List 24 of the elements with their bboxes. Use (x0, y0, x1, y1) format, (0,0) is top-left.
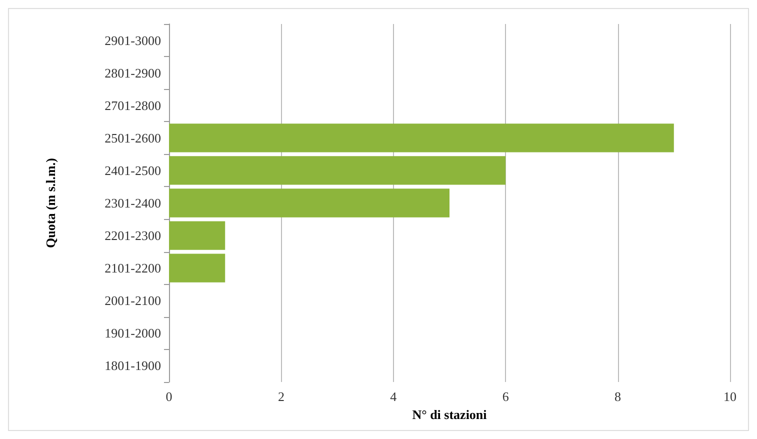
y-tick-label: 2801-2900 (104, 65, 161, 80)
y-tick-label: 2401-2500 (104, 162, 161, 178)
bar (169, 221, 226, 250)
y-tick-label: 2001-2100 (104, 293, 161, 308)
bar (169, 188, 450, 218)
y-tick-label: 2501-2600 (104, 130, 161, 146)
x-tick-label: 10 (724, 389, 736, 404)
bar (169, 124, 674, 152)
x-tick-label: 2 (278, 389, 284, 404)
y-tick-label: 2101-2200 (104, 260, 161, 276)
x-tick-label: 6 (502, 389, 510, 404)
y-tick-label: 2701-2800 (104, 98, 161, 113)
x-tick-label: 8 (614, 389, 622, 404)
y-axis-title: Quota (m s.l.m.) (43, 158, 58, 248)
x-tick-label: 0 (166, 389, 172, 404)
y-tick-label: 2201-2300 (104, 228, 161, 244)
x-tick-label: 4 (390, 389, 398, 404)
y-tick-label: 1901-2000 (104, 326, 161, 341)
bar (169, 156, 506, 185)
bar (169, 254, 226, 282)
y-tick-label: 2901-3000 (104, 32, 161, 48)
x-axis-title: N° di stazioni (412, 406, 488, 422)
y-tick-label: 2301-2400 (104, 196, 161, 210)
y-tick-label: 1801-1900 (104, 358, 161, 374)
